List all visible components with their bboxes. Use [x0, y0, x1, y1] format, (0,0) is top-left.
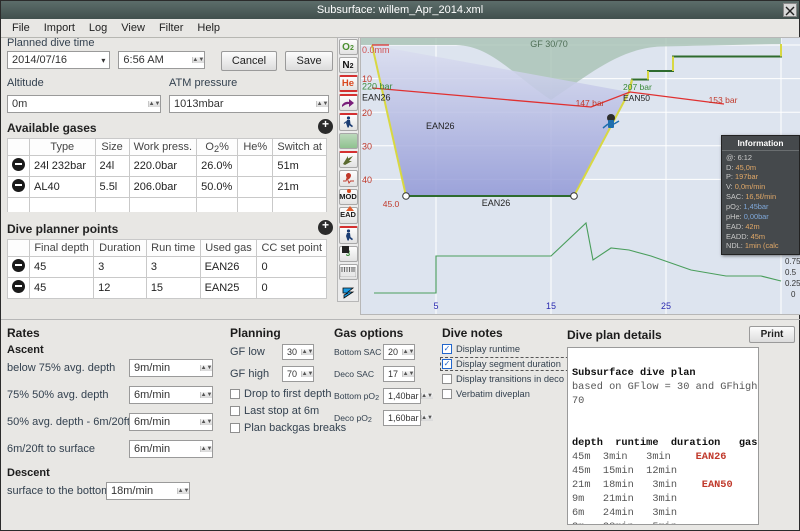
svg-text:147 bar: 147 bar	[576, 98, 605, 108]
svg-text:0.25: 0.25	[785, 279, 800, 288]
svg-text:EAN26: EAN26	[362, 93, 391, 103]
svg-text:EAN50: EAN50	[623, 93, 650, 103]
svg-text:0.75: 0.75	[785, 257, 800, 266]
svg-text:45.0: 45.0	[383, 199, 400, 209]
svg-text:10: 10	[362, 74, 372, 84]
svg-text:0.0mm: 0.0mm	[362, 45, 390, 55]
svg-text:153 bar: 153 bar	[709, 95, 738, 105]
svg-text:25: 25	[661, 301, 671, 311]
svg-text:207 bar: 207 bar	[623, 82, 652, 92]
svg-text:GF 30/70: GF 30/70	[530, 39, 568, 49]
svg-text:EAN26: EAN26	[426, 121, 455, 131]
svg-text:0.5: 0.5	[785, 268, 797, 277]
svg-text:0: 0	[791, 290, 796, 299]
svg-text:EAN26: EAN26	[482, 198, 511, 208]
svg-text:40: 40	[362, 175, 372, 185]
svg-text:30: 30	[362, 142, 372, 152]
svg-text:15: 15	[546, 301, 556, 311]
svg-text:5: 5	[433, 301, 438, 311]
svg-text:20: 20	[362, 108, 372, 118]
